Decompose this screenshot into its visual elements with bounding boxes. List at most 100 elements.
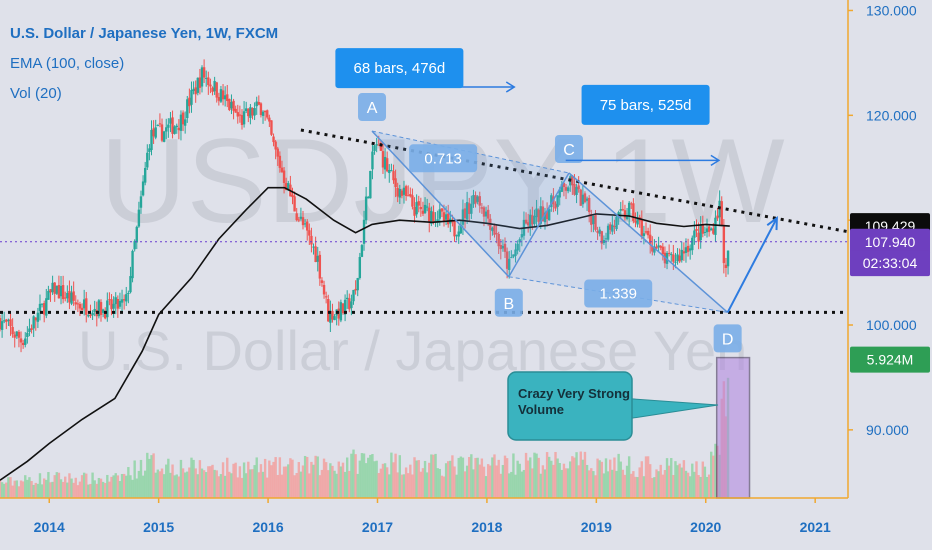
pattern-point-box[interactable] [554,134,583,163]
legend-volume[interactable]: Vol (20) [10,85,62,102]
volume-bar [470,454,473,498]
volume-bar [95,483,98,498]
pattern-ratio-label[interactable]: 0.713 [424,150,462,167]
x-tick-label[interactable]: 2015 [143,519,174,535]
measure-box-label[interactable]: 68 bars, 476d [354,60,446,77]
volume-bar [613,457,616,498]
volume-bar [444,463,448,498]
pattern-point-d[interactable]: D [713,324,742,353]
price-tag-bg[interactable] [850,250,930,277]
volume-bar [263,458,267,498]
candle [76,303,80,305]
x-tick-label[interactable]: 2020 [690,519,721,535]
volume-bar [714,443,717,498]
x-tick-label[interactable]: 2016 [252,519,283,535]
price-tag-label[interactable]: 5.924M [867,352,914,368]
pattern-ratio-label[interactable]: 1.339 [599,286,637,303]
candle [28,328,31,333]
volume-bar [234,462,237,498]
measure-box-bg[interactable] [335,48,464,89]
pattern-point-label[interactable]: D [722,331,734,348]
legend-title[interactable]: U.S. Dollar / Japanese Yen, 1W, FXCM [10,25,278,42]
y-tick-label[interactable]: 130.000 [866,2,917,18]
volume-bar [699,476,702,498]
candle [634,220,637,223]
candle [474,195,477,204]
volume-bar [617,453,620,498]
price-tag-label[interactable]: 107.940 [865,234,916,250]
callout-text-line[interactable]: Volume [518,402,564,417]
pattern-ratio-box[interactable] [409,144,478,173]
candle [158,123,162,125]
candle [169,118,172,124]
callout-box[interactable] [507,371,633,441]
x-axis[interactable]: 2014 2015 2016 2017 2018 2019 2020 2021 [34,498,831,535]
volume-bar [665,458,669,498]
candle [453,221,456,237]
measure-box[interactable]: 75 bars, 525d [581,84,710,125]
volume-bar [710,451,713,498]
volume-bar [602,473,606,498]
y-tick-label[interactable]: 120.000 [866,107,917,123]
candle [209,84,212,87]
volume-bar [453,466,456,498]
volume-bar [697,475,700,498]
price-tag-bg[interactable] [850,346,930,373]
volume-bar [282,466,286,498]
volume-bar [59,479,63,498]
pattern-ratio-1.339[interactable]: 1.339 [584,279,653,308]
volume-bar [646,456,650,498]
legend-ema[interactable]: EMA (100, close) [10,55,124,72]
volume-bar [381,463,385,498]
measure-box-label[interactable]: 75 bars, 525d [600,97,692,114]
pattern-point-box[interactable] [713,324,742,353]
price-tag[interactable]: 5.924M [850,346,930,373]
volume-bar [663,470,667,498]
candle [293,196,296,212]
pattern-point-b[interactable]: B [494,288,523,317]
price-tag[interactable]: 107.940 [850,228,930,255]
y-tick-label[interactable]: 100.000 [866,317,917,333]
x-tick-label[interactable]: 2014 [34,519,65,535]
pattern-point-label[interactable]: B [503,296,514,313]
price-tag-bg[interactable] [850,228,930,255]
candle [3,320,6,322]
x-tick-label[interactable]: 2021 [800,519,831,535]
volume-bar [165,464,168,498]
candle [64,297,67,299]
measure-box[interactable]: 68 bars, 476d [335,48,464,89]
price-tag-label[interactable]: 02:33:04 [863,255,918,271]
x-tick-label[interactable]: 2019 [581,519,612,535]
volume-bar [575,452,578,498]
callout-text-line[interactable]: Crazy Very Strong [518,386,630,401]
y-tick-label[interactable]: 90.000 [866,422,909,438]
price-tag[interactable]: 02:33:04 [850,250,930,277]
candle [678,255,681,262]
volume-bar [468,457,471,498]
volume-bar [609,459,612,498]
legend[interactable]: U.S. Dollar / Japanese Yen, 1W, FXCM EMA… [10,25,278,102]
pattern-point-a[interactable]: A [358,93,387,122]
x-tick-label[interactable]: 2017 [362,519,393,535]
volume-bar [364,463,368,498]
volume-bar [335,473,338,498]
pattern-point-box[interactable] [358,93,387,122]
candle [312,246,315,248]
measure-box-bg[interactable] [581,84,710,125]
volume-bar [175,474,178,498]
pattern-point-c[interactable]: C [554,134,583,163]
x-tick-label[interactable]: 2018 [471,519,502,535]
volume-bar [360,453,364,498]
pattern-ratio-0.713[interactable]: 0.713 [409,144,478,173]
pattern-point-box[interactable] [494,288,523,317]
candle [699,225,702,241]
volume-bar [486,464,490,498]
candle [57,285,61,299]
pattern-point-label[interactable]: A [367,100,378,117]
candle [457,231,460,237]
pattern-ratio-box[interactable] [584,279,653,308]
volume-bar [463,471,467,498]
pattern-point-label[interactable]: C [563,142,575,159]
volume-bar [226,457,229,498]
